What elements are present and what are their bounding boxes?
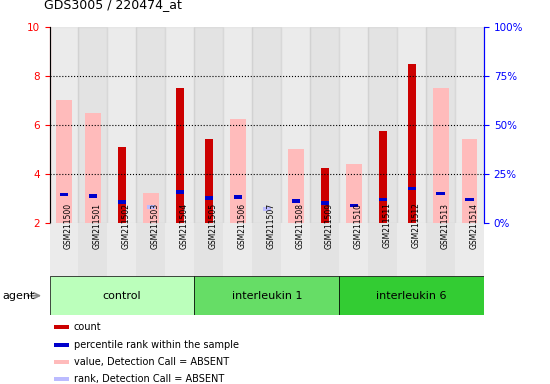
Bar: [89, 194, 97, 198]
Bar: [194, 223, 223, 278]
Bar: [378, 198, 387, 201]
Text: GSM211513: GSM211513: [441, 202, 449, 248]
Text: GSM211500: GSM211500: [64, 202, 73, 248]
Bar: [321, 168, 329, 223]
Bar: [166, 27, 194, 223]
Bar: [288, 149, 304, 223]
Text: GSM211507: GSM211507: [267, 202, 276, 248]
Text: GSM211506: GSM211506: [238, 202, 247, 248]
Bar: [54, 325, 69, 329]
Bar: [54, 343, 69, 347]
Bar: [346, 164, 361, 223]
Bar: [281, 27, 310, 223]
Text: percentile rank within the sample: percentile rank within the sample: [74, 339, 239, 349]
Bar: [107, 27, 136, 223]
Text: count: count: [74, 322, 101, 332]
Bar: [50, 276, 194, 315]
Bar: [205, 196, 213, 200]
Bar: [56, 100, 72, 223]
Bar: [339, 276, 484, 315]
Bar: [143, 194, 159, 223]
Text: interleukin 6: interleukin 6: [376, 291, 447, 301]
Bar: [339, 27, 368, 223]
Text: GSM211509: GSM211509: [324, 202, 334, 248]
Text: GSM211501: GSM211501: [93, 202, 102, 248]
Text: GSM211503: GSM211503: [151, 202, 160, 248]
Bar: [166, 223, 194, 278]
Bar: [281, 223, 310, 278]
Text: control: control: [103, 291, 141, 301]
Text: GSM211510: GSM211510: [354, 202, 362, 248]
Bar: [455, 27, 484, 223]
Text: value, Detection Call = ABSENT: value, Detection Call = ABSENT: [74, 357, 229, 367]
Bar: [147, 205, 155, 209]
Bar: [136, 27, 166, 223]
Text: interleukin 1: interleukin 1: [232, 291, 302, 301]
Bar: [176, 88, 184, 223]
Bar: [176, 190, 184, 194]
Bar: [230, 119, 246, 223]
Text: GSM211504: GSM211504: [180, 202, 189, 248]
Text: GSM211514: GSM211514: [470, 202, 478, 248]
Bar: [310, 27, 339, 223]
Bar: [461, 139, 477, 223]
Text: GDS3005 / 220474_at: GDS3005 / 220474_at: [44, 0, 182, 12]
Bar: [455, 223, 484, 278]
Bar: [321, 201, 329, 205]
Bar: [60, 193, 68, 196]
Bar: [426, 223, 455, 278]
Bar: [292, 199, 300, 202]
Bar: [408, 64, 416, 223]
Bar: [378, 131, 387, 223]
Bar: [433, 88, 448, 223]
Bar: [437, 192, 444, 195]
Bar: [368, 27, 397, 223]
Bar: [368, 223, 397, 278]
Bar: [223, 223, 252, 278]
Bar: [223, 27, 252, 223]
Bar: [118, 200, 126, 204]
Bar: [50, 223, 79, 278]
Bar: [194, 276, 339, 315]
Bar: [234, 195, 242, 199]
Bar: [408, 187, 416, 190]
Bar: [339, 223, 368, 278]
Bar: [54, 360, 69, 364]
Bar: [252, 223, 281, 278]
Text: GSM211502: GSM211502: [122, 202, 131, 248]
Bar: [310, 223, 339, 278]
Bar: [205, 139, 213, 223]
Text: GSM211508: GSM211508: [296, 202, 305, 248]
Bar: [252, 27, 281, 223]
Text: agent: agent: [3, 291, 35, 301]
Bar: [50, 27, 79, 223]
Bar: [54, 377, 69, 381]
Text: rank, Detection Call = ABSENT: rank, Detection Call = ABSENT: [74, 374, 224, 384]
Text: GSM211512: GSM211512: [411, 203, 421, 248]
Text: GSM211511: GSM211511: [383, 203, 392, 248]
Bar: [263, 207, 271, 211]
Bar: [465, 198, 474, 201]
Bar: [79, 223, 107, 278]
Bar: [107, 223, 136, 278]
Bar: [397, 27, 426, 223]
Text: GSM211505: GSM211505: [209, 202, 218, 248]
Bar: [79, 27, 107, 223]
Bar: [350, 204, 358, 207]
Bar: [194, 27, 223, 223]
Bar: [397, 223, 426, 278]
Bar: [85, 113, 101, 223]
Bar: [118, 147, 126, 223]
Bar: [136, 223, 166, 278]
Bar: [426, 27, 455, 223]
